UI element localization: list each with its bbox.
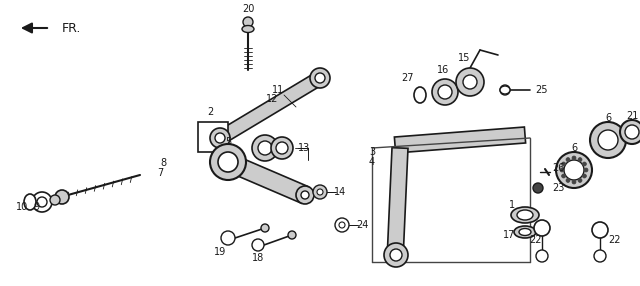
Circle shape: [598, 130, 618, 150]
Circle shape: [221, 231, 235, 245]
Circle shape: [276, 142, 288, 154]
Circle shape: [584, 168, 588, 172]
Polygon shape: [387, 148, 408, 260]
Text: 17: 17: [502, 230, 515, 240]
Text: 7: 7: [157, 168, 163, 178]
Circle shape: [252, 135, 278, 161]
Circle shape: [317, 189, 323, 195]
Circle shape: [566, 158, 570, 162]
Circle shape: [271, 137, 293, 159]
Circle shape: [500, 85, 510, 95]
Text: 24: 24: [356, 220, 369, 230]
Ellipse shape: [622, 124, 640, 140]
Ellipse shape: [242, 25, 254, 33]
Text: 25: 25: [535, 85, 547, 95]
Circle shape: [572, 156, 576, 160]
Ellipse shape: [511, 207, 539, 223]
Circle shape: [562, 162, 566, 166]
Text: 13: 13: [298, 143, 310, 153]
Circle shape: [258, 141, 272, 155]
Circle shape: [339, 222, 345, 228]
Circle shape: [438, 85, 452, 99]
Text: 27: 27: [402, 73, 414, 83]
Text: 22: 22: [529, 235, 542, 245]
Ellipse shape: [500, 86, 510, 94]
Text: 21: 21: [626, 111, 638, 121]
Polygon shape: [216, 72, 324, 144]
Circle shape: [210, 128, 230, 148]
Text: 11: 11: [272, 85, 284, 95]
Circle shape: [594, 250, 606, 262]
Circle shape: [315, 73, 325, 83]
Circle shape: [335, 218, 349, 232]
Circle shape: [560, 168, 564, 172]
Text: 14: 14: [334, 187, 346, 197]
Text: 3: 3: [369, 147, 375, 157]
Circle shape: [582, 174, 586, 178]
Circle shape: [625, 125, 639, 139]
Circle shape: [296, 186, 314, 204]
Ellipse shape: [514, 226, 536, 238]
Ellipse shape: [24, 194, 36, 210]
Text: 8: 8: [160, 158, 166, 168]
Circle shape: [562, 174, 566, 178]
Circle shape: [564, 160, 584, 180]
Text: 23: 23: [552, 183, 564, 193]
Ellipse shape: [519, 229, 531, 235]
Text: 16: 16: [437, 65, 449, 75]
Circle shape: [252, 239, 264, 251]
Circle shape: [313, 185, 327, 199]
Text: 26: 26: [552, 163, 564, 173]
Text: 5: 5: [225, 137, 231, 147]
Circle shape: [218, 152, 238, 172]
Circle shape: [55, 190, 69, 204]
Bar: [198, 122, 228, 152]
Text: FR.: FR.: [62, 21, 81, 35]
Circle shape: [456, 68, 484, 96]
Text: 20: 20: [242, 4, 254, 14]
Circle shape: [578, 178, 582, 182]
Text: 10: 10: [16, 202, 28, 212]
Circle shape: [301, 191, 309, 199]
Text: 2: 2: [207, 107, 213, 117]
Circle shape: [37, 197, 47, 207]
Polygon shape: [225, 154, 308, 203]
Circle shape: [390, 249, 402, 261]
Text: 1: 1: [509, 200, 515, 210]
Ellipse shape: [414, 87, 426, 103]
Circle shape: [210, 144, 246, 180]
Ellipse shape: [517, 210, 533, 220]
Text: 6: 6: [605, 113, 611, 123]
Circle shape: [566, 178, 570, 182]
Circle shape: [288, 231, 296, 239]
Circle shape: [310, 68, 330, 88]
Circle shape: [534, 220, 550, 236]
Circle shape: [261, 224, 269, 232]
Circle shape: [556, 152, 592, 188]
Circle shape: [620, 120, 640, 144]
Circle shape: [50, 195, 60, 205]
Text: 9: 9: [33, 202, 39, 212]
Circle shape: [578, 158, 582, 162]
Circle shape: [432, 79, 458, 105]
Text: 22: 22: [608, 235, 621, 245]
Circle shape: [592, 222, 608, 238]
Circle shape: [572, 180, 576, 184]
Circle shape: [243, 17, 253, 27]
Circle shape: [32, 192, 52, 212]
Text: 12: 12: [266, 94, 278, 104]
Circle shape: [463, 75, 477, 89]
Text: 4: 4: [369, 157, 375, 167]
Circle shape: [536, 250, 548, 262]
Circle shape: [582, 162, 586, 166]
Text: 15: 15: [458, 53, 470, 63]
Circle shape: [215, 133, 225, 143]
Circle shape: [384, 243, 408, 267]
Text: 18: 18: [252, 253, 264, 263]
Circle shape: [533, 183, 543, 193]
Text: 19: 19: [214, 247, 226, 257]
Polygon shape: [394, 127, 525, 153]
Text: 6: 6: [571, 143, 577, 153]
Circle shape: [590, 122, 626, 158]
